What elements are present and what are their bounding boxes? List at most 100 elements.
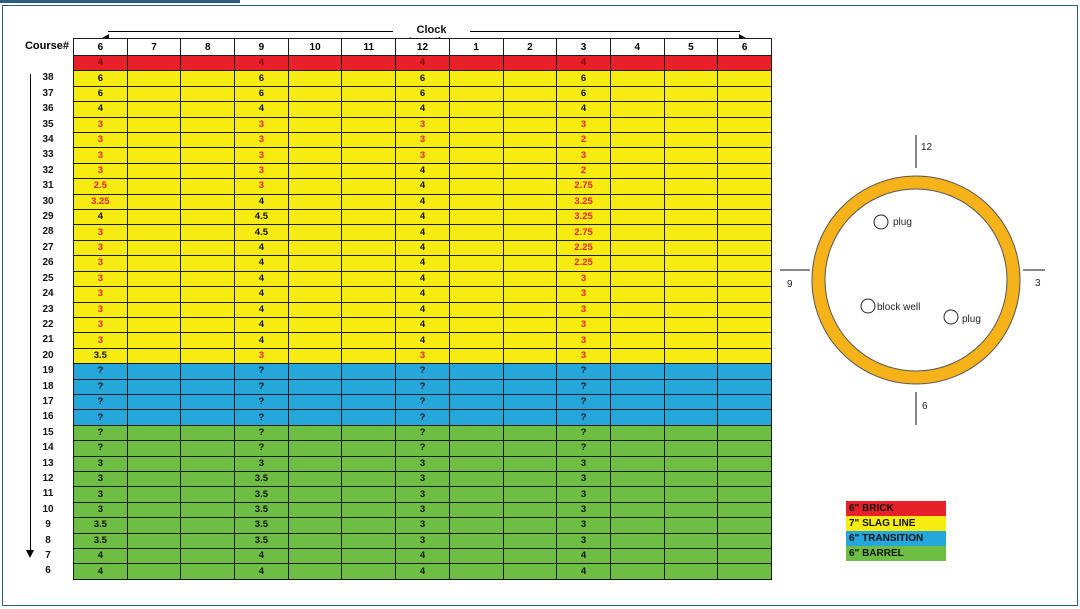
thickness-cell — [663, 162, 719, 180]
thickness-cell — [502, 424, 558, 442]
thickness-cell: 3 — [73, 270, 128, 288]
course-row: 6 6 6 6 — [73, 85, 772, 103]
thickness-cell — [609, 286, 665, 303]
thickness-cell — [126, 486, 182, 503]
thickness-cell — [341, 147, 397, 164]
thickness-cell — [717, 101, 772, 118]
course-number-label: 8 — [45, 534, 51, 546]
thickness-cell — [717, 378, 772, 395]
thickness-cell — [287, 332, 343, 349]
thickness-cell — [448, 517, 504, 534]
thickness-cell — [609, 440, 665, 457]
legend-barrel: 6" BARREL — [846, 546, 946, 561]
thickness-cell — [287, 424, 343, 442]
thickness-cell — [126, 193, 182, 211]
legend-transition: 6" TRANSITION — [846, 531, 946, 546]
thickness-cell — [717, 486, 772, 503]
thickness-cell — [448, 178, 504, 195]
clock-header-cell: 8 — [180, 38, 236, 56]
thickness-cell — [448, 486, 504, 503]
clock-header-cell: 4 — [609, 38, 665, 56]
thickness-cell — [502, 286, 558, 303]
thickness-cell: 3 — [395, 116, 450, 134]
thickness-cell — [180, 501, 236, 519]
thickness-cell — [448, 409, 504, 426]
thickness-cell: 4 — [234, 332, 289, 349]
course-row: ???? — [73, 363, 772, 380]
course-number-label: 30 — [42, 195, 54, 207]
thickness-cell — [180, 409, 236, 426]
thickness-cell: 3 — [73, 132, 128, 149]
clock-header-cell: 5 — [663, 38, 719, 56]
thickness-cell — [663, 363, 719, 380]
block-well-label: block well — [877, 302, 920, 313]
thickness-cell — [717, 193, 772, 211]
thickness-cell — [717, 332, 772, 349]
thickness-cell: 3 — [73, 470, 128, 488]
thickness-cell — [609, 424, 665, 442]
thickness-cell — [663, 486, 719, 503]
thickness-cell — [287, 239, 343, 257]
thickness-cell: ? — [556, 363, 611, 380]
thickness-cell — [717, 501, 772, 519]
frame-top-accent — [0, 0, 240, 3]
thickness-cell — [180, 517, 236, 534]
thickness-cell: 3 — [73, 255, 128, 272]
thickness-cell — [717, 116, 772, 134]
thickness-cell — [287, 378, 343, 395]
thickness-cell — [663, 424, 719, 442]
thickness-cell: 3 — [73, 224, 128, 241]
thickness-cell — [663, 301, 719, 318]
thickness-cell — [287, 255, 343, 272]
thickness-cell — [341, 54, 397, 72]
thickness-cell — [126, 363, 182, 380]
thickness-cell — [502, 70, 558, 87]
course-row: 4 4.5 4 3.25 — [73, 209, 772, 226]
frame-border — [2, 5, 1078, 606]
thickness-cell — [287, 162, 343, 180]
thickness-cell — [717, 54, 772, 72]
thickness-cell: ? — [234, 378, 289, 395]
thickness-cell — [609, 224, 665, 241]
thickness-cell — [287, 54, 343, 72]
thickness-cell — [287, 393, 343, 411]
thickness-cell — [609, 378, 665, 395]
thickness-cell: 4 — [556, 563, 611, 580]
course-row: ???? — [73, 393, 772, 411]
thickness-cell — [502, 132, 558, 149]
thickness-cell — [502, 147, 558, 164]
clock-header-row: 6 7 8 9 10 11 12 1 2 3 4 5 6 — [73, 38, 772, 56]
thickness-cell — [126, 270, 182, 288]
thickness-cell — [287, 440, 343, 457]
thickness-cell: 3 — [556, 455, 611, 472]
thickness-cell — [180, 363, 236, 380]
thickness-cell — [717, 547, 772, 565]
thickness-cell: ? — [234, 424, 289, 442]
thickness-cell: ? — [73, 363, 128, 380]
course-row: 3 3.5 3 3 — [73, 501, 772, 519]
thickness-cell — [502, 347, 558, 365]
course-number-column: 38 37 36 35 34 33 32 31 30 29 28 27 26 25 24 23 22 21 20 19… — [38, 55, 58, 579]
thickness-cell: 2.75 — [556, 224, 611, 241]
thickness-cell — [663, 193, 719, 211]
thickness-cell — [448, 455, 504, 472]
thickness-cell: 3 — [395, 486, 450, 503]
vessel-interior — [824, 188, 1008, 372]
thickness-cell: ? — [395, 409, 450, 426]
thickness-cell: 4 — [395, 224, 450, 241]
thickness-cell — [502, 316, 558, 334]
thickness-cell: 4 — [395, 286, 450, 303]
thickness-cell — [448, 224, 504, 241]
course-number-label: 21 — [42, 334, 54, 346]
thickness-cell — [341, 409, 397, 426]
thickness-cell — [663, 378, 719, 395]
thickness-cell — [126, 132, 182, 149]
thickness-cell — [126, 501, 182, 519]
thickness-cell — [502, 209, 558, 226]
thickness-cell — [502, 470, 558, 488]
thickness-cell: 3 — [73, 286, 128, 303]
thickness-cell — [287, 116, 343, 134]
thickness-cell — [663, 563, 719, 580]
thickness-cell — [502, 409, 558, 426]
thickness-cell — [609, 270, 665, 288]
